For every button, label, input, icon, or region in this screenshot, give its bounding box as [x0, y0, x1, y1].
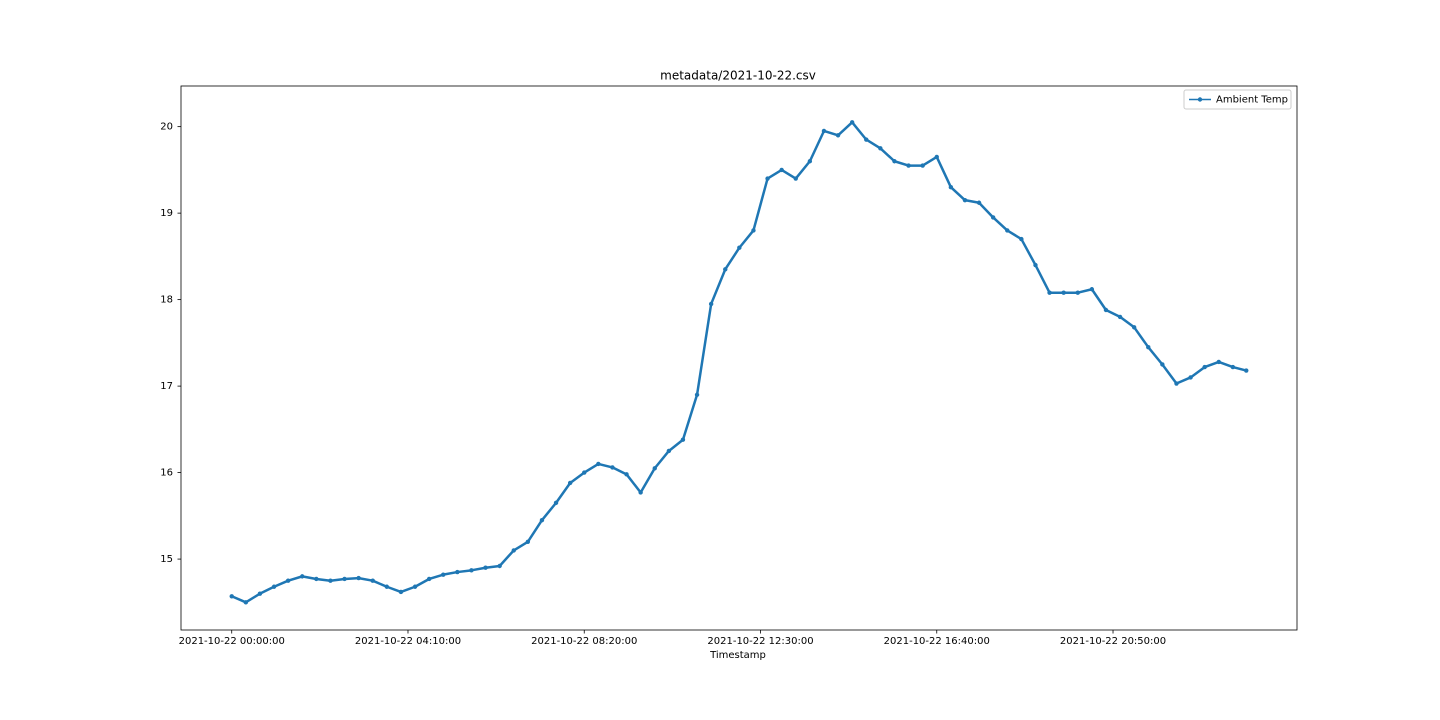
data-point: [638, 490, 643, 495]
data-point: [398, 589, 404, 595]
data-point: [497, 563, 502, 569]
data-point: [441, 572, 446, 577]
data-point: [934, 154, 939, 160]
data-point: [1033, 262, 1038, 268]
data-point: [835, 133, 841, 138]
x-tick-label: 2021-10-22 12:30:00: [707, 636, 813, 647]
data-point: [1089, 287, 1095, 292]
data-point: [948, 184, 954, 190]
data-point: [1005, 228, 1010, 233]
data-point: [864, 137, 869, 142]
data-point: [610, 465, 615, 470]
data-point: [765, 176, 770, 181]
data-point: [243, 600, 249, 605]
x-tick-label: 2021-10-22 08:20:00: [531, 636, 637, 647]
data-point: [878, 146, 883, 151]
data-point: [426, 576, 432, 582]
data-point: [1061, 290, 1066, 295]
data-point: [455, 569, 460, 575]
data-point: [920, 163, 925, 168]
data-point: [285, 578, 291, 583]
y-tick-label: 20: [160, 122, 173, 133]
data-point: [892, 159, 897, 164]
data-point: [962, 197, 968, 203]
plot-frame: [180, 85, 1298, 631]
data-point: [976, 200, 982, 205]
data-point: [384, 584, 390, 589]
data-point: [567, 480, 573, 486]
data-point: [469, 568, 474, 573]
legend-marker: [1197, 97, 1203, 102]
data-point: [1160, 362, 1165, 367]
data-point: [511, 548, 516, 553]
data-point: [807, 159, 813, 164]
data-point: [229, 594, 234, 599]
data-point: [1146, 344, 1151, 350]
data-point: [596, 461, 601, 467]
x-axis-label: Timestamp: [709, 650, 766, 661]
data-point: [708, 301, 714, 307]
data-point: [906, 163, 911, 168]
data-point: [1202, 364, 1207, 370]
data-point: [1216, 359, 1221, 365]
data-point: [793, 176, 798, 181]
data-point: [1131, 325, 1137, 330]
data-point: [666, 448, 672, 454]
y-tick-label: 19: [160, 208, 173, 219]
data-point: [1047, 290, 1052, 295]
data-point: [300, 574, 305, 579]
data-point: [779, 167, 784, 173]
data-point: [751, 228, 756, 233]
data-point: [370, 578, 375, 583]
x-tick-label: 2021-10-22 04:10:00: [355, 636, 461, 647]
data-point: [539, 517, 545, 523]
x-tick-label: 2021-10-22 00:00:00: [179, 636, 285, 647]
data-point: [1103, 307, 1109, 313]
data-point: [328, 578, 333, 583]
data-point: [553, 500, 559, 506]
data-point: [990, 215, 996, 220]
data-point: [1174, 381, 1179, 386]
data-line: [231, 121, 1247, 604]
legend-label: Ambient Temp: [1216, 95, 1288, 106]
y-tick-label: 18: [160, 295, 173, 306]
x-tick-label: 2021-10-22 20:50:00: [1060, 636, 1166, 647]
data-point: [314, 576, 319, 582]
data-point: [652, 466, 657, 471]
data-point: [694, 392, 700, 397]
y-tick-label: 15: [160, 554, 173, 565]
data-point: [1230, 364, 1236, 370]
y-tick-label: 16: [160, 468, 173, 479]
data-point: [356, 575, 361, 581]
data-point: [342, 576, 347, 582]
data-point: [737, 245, 742, 250]
legend-box: [1183, 89, 1292, 110]
data-point: [723, 267, 728, 272]
data-point: [1075, 290, 1080, 295]
data-point: [271, 584, 277, 589]
data-point: [1117, 314, 1123, 320]
chart-title: metadata/2021-10-22.csv: [660, 69, 816, 83]
y-tick-label: 17: [160, 381, 173, 392]
data-point: [1019, 236, 1024, 242]
data-point: [849, 120, 855, 125]
x-tick-label: 2021-10-22 16:40:00: [884, 636, 990, 647]
data-point: [257, 591, 263, 596]
data-point: [582, 470, 587, 475]
data-point: [680, 437, 686, 442]
data-point: [624, 472, 629, 477]
data-point: [1188, 375, 1193, 380]
data-point: [483, 565, 488, 570]
data-point: [821, 128, 827, 134]
data-point: [412, 584, 418, 589]
data-point: [525, 539, 531, 544]
data-point: [1244, 368, 1249, 373]
